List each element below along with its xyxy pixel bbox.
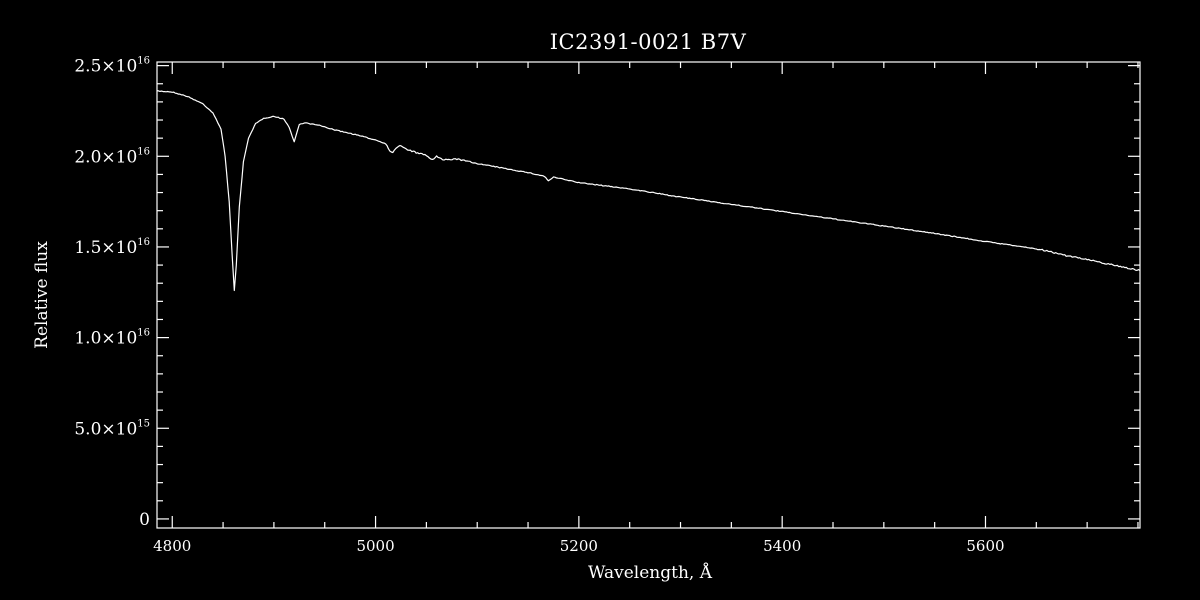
x-axis-label: Wavelength, Å: [588, 562, 713, 583]
y-tick-label: 1.0×1016: [74, 328, 150, 349]
x-tick-labels: 4800 5000 5200 5400 5600: [153, 537, 1004, 555]
x-tick-label: 5000: [356, 537, 394, 555]
x-tick-label: 5400: [763, 537, 801, 555]
x-tick-label: 5200: [560, 537, 598, 555]
x-tick-label: 5600: [966, 537, 1004, 555]
y-tick-label: 5.0×1015: [74, 418, 150, 439]
y-tick-labels: 0 5.0×1015 1.0×1016 1.5×1016 2.0×1016 2.5×101…: [74, 56, 150, 530]
major-ticks: [157, 62, 1140, 528]
plot-frame: [156, 61, 1141, 529]
chart-title: IC2391-0021 B7V: [550, 30, 747, 54]
y-axis-label: Relative flux: [32, 241, 52, 349]
y-tick-label: 1.5×1016: [74, 237, 150, 258]
y-tick-label: 2.0×1016: [74, 146, 150, 167]
spectrum-line: [156, 90, 1141, 292]
y-tick-label: 0: [139, 510, 150, 530]
y-tick-label: 2.5×1016: [74, 56, 150, 77]
minor-ticks: [157, 62, 1140, 528]
x-tick-label: 4800: [153, 537, 191, 555]
